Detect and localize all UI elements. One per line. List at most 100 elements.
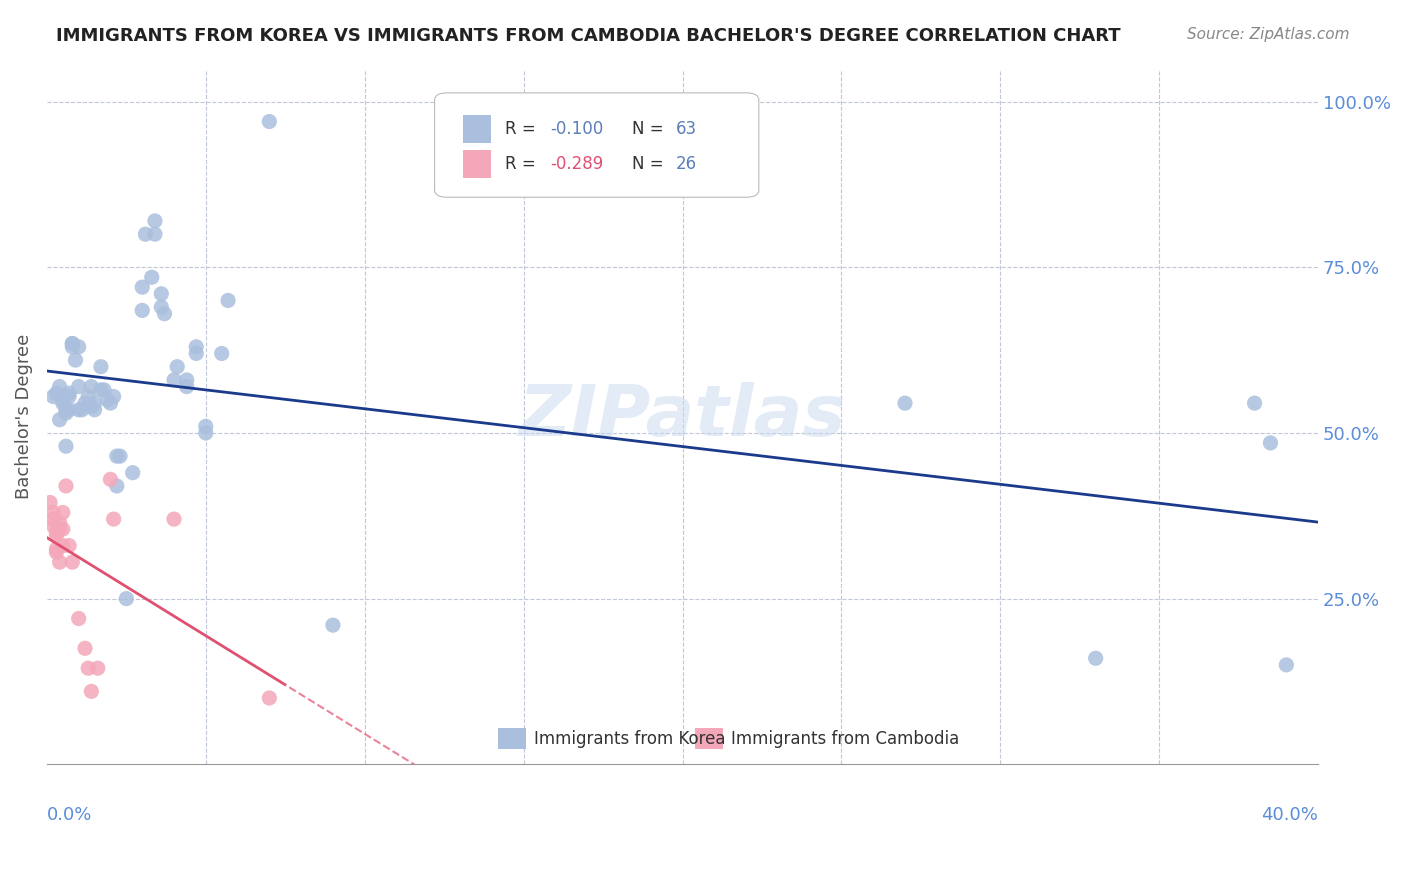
Point	[259, 114, 281, 128]
Point	[103, 390, 125, 404]
Point	[45, 525, 67, 540]
Point	[143, 227, 166, 242]
Point	[163, 373, 186, 387]
Point	[134, 227, 156, 242]
Point	[115, 591, 138, 606]
Point	[60, 340, 83, 354]
Point	[45, 529, 67, 543]
Point	[42, 518, 65, 533]
Point	[166, 359, 188, 374]
Point	[60, 336, 83, 351]
Point	[42, 512, 65, 526]
Point	[211, 346, 233, 360]
Point	[73, 641, 96, 656]
Text: -0.289: -0.289	[550, 155, 603, 173]
Point	[1243, 396, 1265, 410]
Point	[45, 386, 67, 401]
Point	[163, 512, 186, 526]
Text: Source: ZipAtlas.com: Source: ZipAtlas.com	[1187, 27, 1350, 42]
Point	[96, 392, 118, 407]
Point	[42, 506, 65, 520]
Point	[80, 684, 103, 698]
Point	[60, 555, 83, 569]
Text: Immigrants from Korea: Immigrants from Korea	[534, 730, 725, 747]
Point	[894, 396, 917, 410]
Point	[58, 390, 80, 404]
Text: ZIPatlas: ZIPatlas	[519, 382, 846, 450]
FancyBboxPatch shape	[434, 93, 759, 197]
Point	[67, 379, 90, 393]
Point	[48, 379, 70, 393]
Point	[150, 300, 173, 314]
Point	[194, 425, 217, 440]
Y-axis label: Bachelor's Degree: Bachelor's Degree	[15, 334, 32, 499]
Point	[322, 618, 344, 632]
Point	[77, 661, 100, 675]
Point	[153, 307, 176, 321]
Point	[176, 373, 198, 387]
Text: R =: R =	[505, 155, 540, 173]
Text: 40.0%: 40.0%	[1261, 806, 1319, 824]
Point	[105, 449, 128, 463]
Point	[52, 522, 75, 536]
Point	[83, 396, 105, 410]
FancyBboxPatch shape	[498, 728, 526, 749]
Point	[1275, 657, 1298, 672]
Text: -0.100: -0.100	[550, 120, 603, 138]
Point	[45, 541, 67, 556]
Point	[90, 359, 112, 374]
Point	[80, 400, 103, 414]
Point	[186, 340, 208, 354]
Point	[143, 214, 166, 228]
Point	[87, 661, 110, 675]
Point	[42, 390, 65, 404]
Point	[80, 379, 103, 393]
Point	[1260, 436, 1282, 450]
Point	[60, 336, 83, 351]
Point	[67, 340, 90, 354]
Point	[45, 545, 67, 559]
Point	[65, 353, 87, 368]
Point	[55, 439, 77, 453]
Point	[90, 383, 112, 397]
Text: N =: N =	[631, 120, 668, 138]
Point	[105, 479, 128, 493]
Point	[217, 293, 239, 308]
Point	[259, 691, 281, 706]
FancyBboxPatch shape	[463, 115, 491, 143]
Point	[100, 396, 122, 410]
Point	[141, 270, 163, 285]
Point	[186, 346, 208, 360]
Point	[83, 402, 105, 417]
Point	[52, 396, 75, 410]
Point	[77, 390, 100, 404]
Point	[52, 506, 75, 520]
Point	[103, 512, 125, 526]
Point	[58, 386, 80, 401]
Point	[194, 419, 217, 434]
Text: R =: R =	[505, 120, 540, 138]
Point	[73, 396, 96, 410]
FancyBboxPatch shape	[463, 150, 491, 178]
Point	[39, 495, 62, 509]
Point	[55, 479, 77, 493]
Point	[108, 449, 131, 463]
Text: 63: 63	[676, 120, 697, 138]
Point	[58, 402, 80, 417]
Point	[52, 539, 75, 553]
FancyBboxPatch shape	[695, 728, 723, 749]
Point	[100, 472, 122, 486]
Text: N =: N =	[631, 155, 668, 173]
Point	[48, 555, 70, 569]
Point	[150, 286, 173, 301]
Point	[48, 516, 70, 530]
Point	[70, 402, 93, 417]
Point	[52, 392, 75, 407]
Point	[67, 611, 90, 625]
Point	[48, 413, 70, 427]
Point	[58, 539, 80, 553]
Point	[55, 402, 77, 417]
Text: IMMIGRANTS FROM KOREA VS IMMIGRANTS FROM CAMBODIA BACHELOR'S DEGREE CORRELATION : IMMIGRANTS FROM KOREA VS IMMIGRANTS FROM…	[56, 27, 1121, 45]
Point	[48, 522, 70, 536]
Point	[67, 402, 90, 417]
